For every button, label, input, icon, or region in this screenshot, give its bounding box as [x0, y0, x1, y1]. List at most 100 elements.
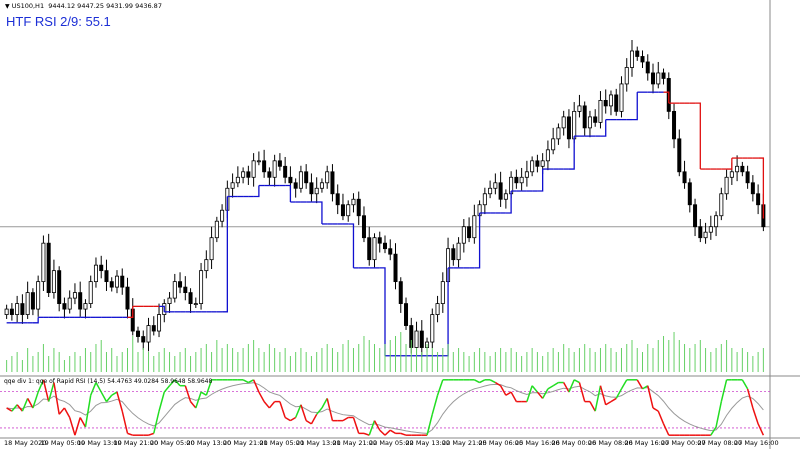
candle-body	[530, 160, 535, 173]
rsi-segment	[79, 417, 87, 428]
rsi-segment	[589, 401, 596, 412]
rsi-segment	[373, 420, 381, 431]
candle-body	[598, 100, 603, 123]
htf-step-segment	[316, 201, 323, 224]
rsi-segment	[127, 432, 133, 436]
htf-step-segment	[32, 317, 39, 324]
rsi-segment	[578, 382, 586, 402]
candle-body	[235, 176, 240, 184]
rsi-segment	[163, 385, 171, 393]
candle-body	[99, 264, 104, 272]
rsi-segment	[68, 417, 76, 436]
candle-body	[572, 110, 577, 140]
candle-body	[719, 193, 724, 217]
candle-body	[20, 303, 25, 315]
rsi-segment	[505, 391, 512, 396]
rsi-segment	[489, 379, 496, 384]
candle-body	[724, 176, 729, 195]
rsi-segment	[47, 382, 55, 402]
time-tick-label: 21 May 13:00	[296, 439, 341, 447]
candle-body	[9, 308, 14, 315]
rsi-segment	[494, 381, 502, 387]
candle-body	[566, 116, 571, 140]
candle-body	[330, 171, 335, 195]
candle-body	[687, 182, 692, 206]
candle-body	[698, 226, 703, 239]
rsi-segment	[121, 410, 129, 434]
rsi-segment	[541, 388, 549, 399]
candle-body	[556, 127, 561, 140]
candle-body	[319, 182, 324, 189]
candle-body	[614, 94, 619, 112]
rsi-segment	[158, 391, 166, 412]
candle-body	[693, 204, 698, 228]
time-tick-label: 18 May 2020	[4, 439, 47, 447]
time-tick-label: 26 May 00:00	[551, 439, 597, 447]
rsi-segment	[436, 379, 444, 396]
rsi-segment	[431, 395, 439, 415]
rsi-segment	[95, 382, 102, 393]
candle-body	[204, 259, 209, 272]
time-tick-label: 26 May 16:00	[624, 439, 670, 447]
candle-body	[304, 171, 309, 184]
candle-body	[524, 171, 529, 178]
candle-body	[356, 198, 361, 217]
htf-step-segment	[663, 91, 670, 104]
dropdown-triangle-icon[interactable]: ▼	[5, 3, 10, 10]
candle-body	[272, 160, 277, 178]
candle-body	[188, 292, 193, 304]
time-tick-label: 19 May 21:00	[113, 439, 159, 447]
rsi-segment	[42, 379, 50, 402]
time-tick-label: 19 May 05:00	[40, 439, 86, 447]
candle-body	[740, 165, 745, 173]
rsi-segment	[746, 388, 754, 409]
rsi-segment	[363, 432, 370, 436]
htf-step-segment	[379, 267, 386, 356]
rsi-segment	[605, 400, 612, 406]
rsi-segment	[536, 391, 544, 399]
candle-body	[377, 237, 382, 244]
htf-step-segment	[537, 169, 544, 192]
time-tick-label: 20 May 21:00	[223, 439, 268, 447]
candle-body	[214, 220, 219, 239]
candle-body	[735, 165, 740, 173]
rsi-segment	[153, 410, 160, 434]
rsi-segment	[473, 379, 480, 384]
candle-body	[72, 292, 77, 299]
candle-body	[430, 314, 435, 343]
rsi-segment	[100, 391, 108, 402]
rsi-segment	[547, 385, 554, 390]
candle-body	[561, 116, 566, 129]
candle-body	[141, 336, 146, 343]
candle-body	[351, 198, 356, 206]
rsi-segment	[615, 388, 623, 399]
candle-body	[645, 61, 650, 74]
rsi-segment	[662, 423, 670, 436]
rsi-segment	[53, 382, 60, 415]
rsi-segment	[200, 391, 207, 396]
rsi-segment	[342, 416, 349, 422]
rsi-segment	[168, 379, 176, 387]
candle-body	[587, 116, 592, 129]
htf-step-segment	[568, 136, 575, 170]
candle-body	[677, 138, 682, 173]
rsi-segment	[300, 404, 307, 421]
rsi-segment	[258, 391, 265, 402]
rsi-segment	[268, 401, 276, 409]
rsi-segment	[11, 404, 18, 412]
candle-body	[414, 330, 419, 348]
candle-body	[461, 226, 466, 244]
candle-body	[656, 72, 661, 85]
rsi-segment	[642, 385, 649, 390]
rsi-segment	[189, 401, 197, 409]
candle-body	[146, 325, 151, 343]
time-tick-label: 25 May 06:00	[478, 439, 524, 447]
rsi-segment	[594, 385, 602, 412]
candle-body	[335, 193, 340, 206]
candle-body	[251, 160, 256, 178]
candle-body	[603, 100, 608, 107]
candle-body	[151, 325, 156, 332]
candle-body	[340, 204, 345, 217]
